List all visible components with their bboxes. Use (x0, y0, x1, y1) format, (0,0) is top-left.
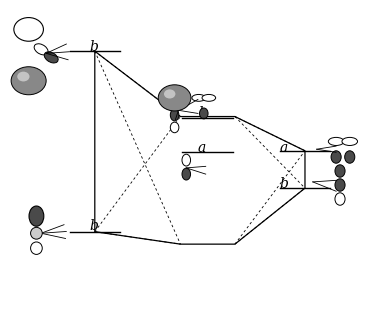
Ellipse shape (31, 242, 42, 254)
Ellipse shape (345, 151, 355, 163)
Text: b: b (279, 177, 289, 192)
Text: a: a (198, 141, 206, 155)
Text: b: b (89, 40, 98, 53)
Text: b: b (89, 219, 98, 233)
Circle shape (11, 67, 46, 95)
Ellipse shape (200, 108, 208, 119)
Ellipse shape (335, 165, 345, 177)
Ellipse shape (182, 154, 191, 166)
Circle shape (164, 89, 175, 99)
Ellipse shape (31, 227, 42, 239)
Ellipse shape (202, 95, 216, 101)
Circle shape (17, 72, 29, 81)
Ellipse shape (342, 138, 358, 145)
Ellipse shape (335, 179, 345, 191)
Ellipse shape (29, 206, 44, 226)
Ellipse shape (170, 109, 179, 121)
Text: a: a (279, 141, 288, 155)
Ellipse shape (34, 44, 48, 55)
Ellipse shape (182, 168, 191, 180)
Text: b: b (198, 106, 207, 121)
Circle shape (158, 85, 191, 111)
Ellipse shape (328, 138, 344, 145)
Ellipse shape (170, 122, 179, 133)
Ellipse shape (331, 151, 341, 163)
Circle shape (14, 18, 44, 41)
Ellipse shape (44, 52, 58, 63)
Ellipse shape (192, 95, 205, 101)
Ellipse shape (335, 193, 345, 205)
